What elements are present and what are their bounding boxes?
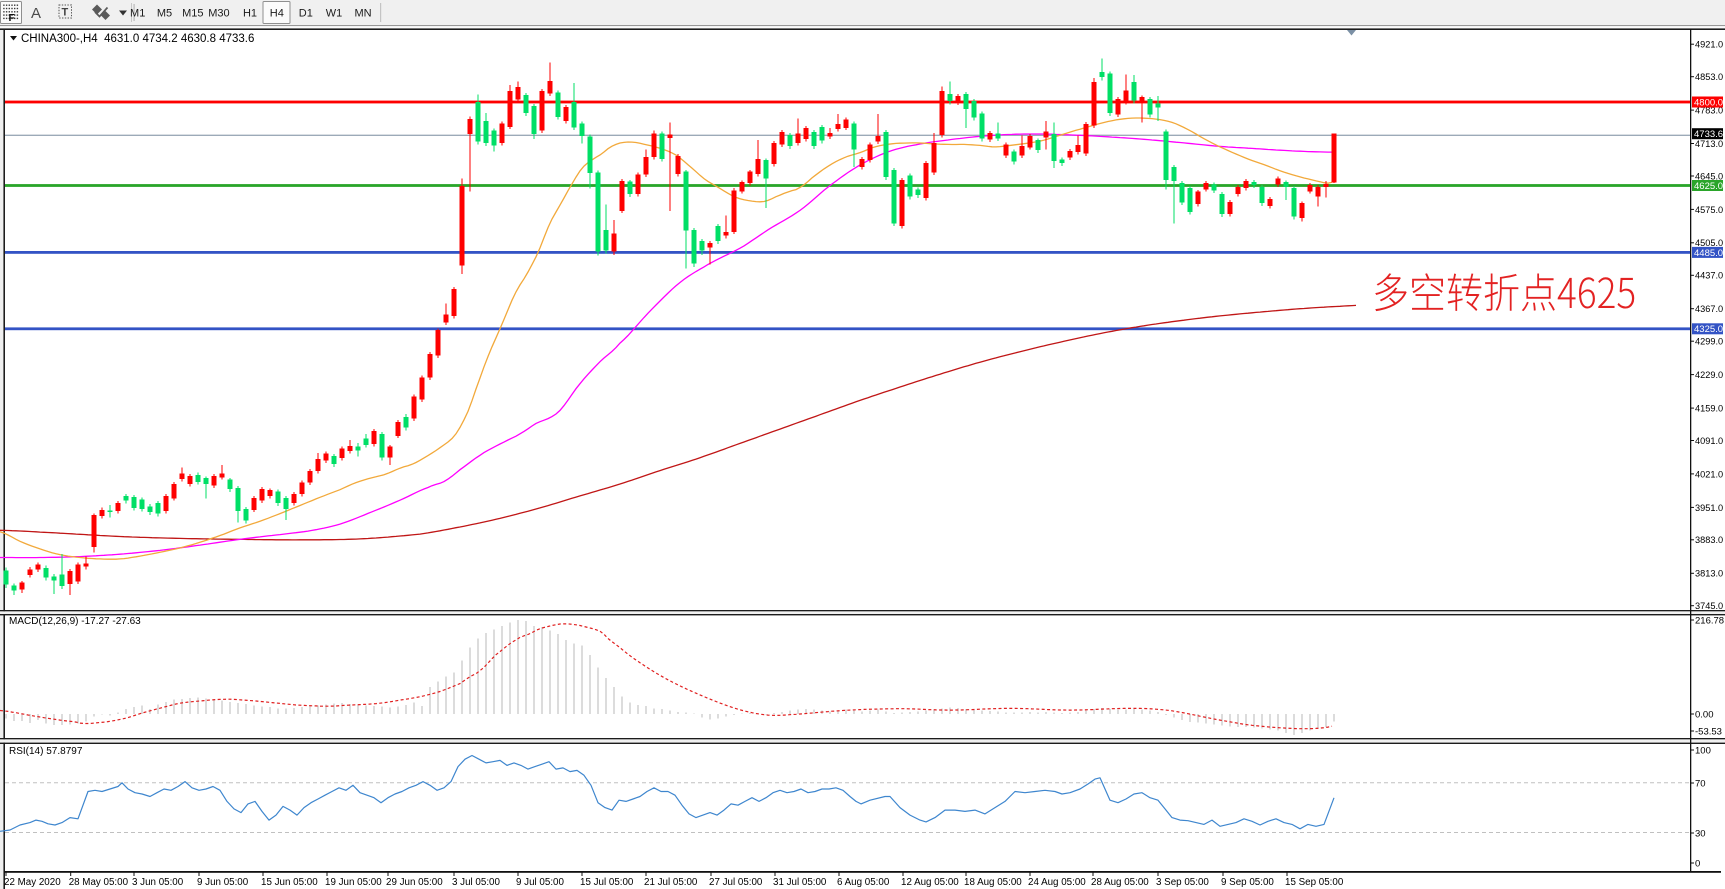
svg-text:4325.0: 4325.0 <box>1694 324 1723 335</box>
svg-text:3745.0: 3745.0 <box>1695 601 1723 611</box>
svg-text:15 Jun 05:00: 15 Jun 05:00 <box>261 877 318 888</box>
svg-text:H1: H1 <box>243 8 257 20</box>
svg-text:100: 100 <box>1695 745 1711 756</box>
svg-text:-53.53: -53.53 <box>1695 726 1722 737</box>
svg-text:18 Aug 05:00: 18 Aug 05:00 <box>964 877 1022 888</box>
svg-text:4505.0: 4505.0 <box>1695 238 1723 248</box>
svg-text:3951.0: 3951.0 <box>1695 503 1723 513</box>
svg-text:28 May 05:00: 28 May 05:00 <box>69 877 129 888</box>
svg-text:4733.6: 4733.6 <box>1694 129 1723 140</box>
svg-text:22 May 2020: 22 May 2020 <box>4 877 61 888</box>
svg-text:30: 30 <box>1695 828 1706 839</box>
svg-text:4853.0: 4853.0 <box>1695 72 1723 82</box>
svg-text:A: A <box>31 5 41 22</box>
svg-text:4645.0: 4645.0 <box>1695 171 1723 181</box>
svg-text:31 Jul 05:00: 31 Jul 05:00 <box>773 877 827 888</box>
svg-text:4367.0: 4367.0 <box>1695 304 1723 314</box>
svg-text:4800.0: 4800.0 <box>1694 97 1723 108</box>
svg-text:216.78: 216.78 <box>1695 615 1724 626</box>
svg-text:4625.0: 4625.0 <box>1694 181 1723 192</box>
svg-text:24 Aug 05:00: 24 Aug 05:00 <box>1028 877 1086 888</box>
svg-text:W1: W1 <box>326 8 343 20</box>
svg-text:4299.0: 4299.0 <box>1695 337 1723 347</box>
svg-text:19 Jun 05:00: 19 Jun 05:00 <box>325 877 382 888</box>
svg-text:3 Jul 05:00: 3 Jul 05:00 <box>452 877 500 888</box>
svg-text:3813.0: 3813.0 <box>1695 569 1723 579</box>
svg-text:4921.0: 4921.0 <box>1695 40 1723 50</box>
svg-text:4091.0: 4091.0 <box>1695 436 1723 446</box>
svg-text:15 Sep 05:00: 15 Sep 05:00 <box>1285 877 1344 888</box>
svg-text:6 Aug 05:00: 6 Aug 05:00 <box>837 877 890 888</box>
svg-text:F: F <box>9 12 16 24</box>
svg-text:3883.0: 3883.0 <box>1695 535 1723 545</box>
svg-text:4021.0: 4021.0 <box>1695 469 1723 479</box>
svg-text:T: T <box>62 7 69 19</box>
svg-text:9 Jul 05:00: 9 Jul 05:00 <box>516 877 564 888</box>
svg-text:M1: M1 <box>130 8 145 20</box>
svg-text:RSI(14) 57.8797: RSI(14) 57.8797 <box>9 746 83 757</box>
svg-text:4485.0: 4485.0 <box>1694 248 1723 259</box>
svg-text:D1: D1 <box>299 8 313 20</box>
svg-text:H4: H4 <box>270 8 284 20</box>
svg-text:70: 70 <box>1695 778 1706 789</box>
svg-text:M5: M5 <box>157 8 172 20</box>
svg-text:CHINA300-,H4 4631.0 4734.2 46: CHINA300-,H4 4631.0 4734.2 4630.8 4733.6 <box>21 33 254 45</box>
svg-text:M30: M30 <box>208 8 229 20</box>
svg-text:28 Aug 05:00: 28 Aug 05:00 <box>1091 877 1149 888</box>
svg-text:0: 0 <box>1695 858 1700 869</box>
svg-text:4713.0: 4713.0 <box>1695 139 1723 149</box>
svg-text:4159.0: 4159.0 <box>1695 404 1723 414</box>
svg-text:MACD(12,26,9) -17.27 -27.63: MACD(12,26,9) -17.27 -27.63 <box>9 616 141 627</box>
svg-text:29 Jun 05:00: 29 Jun 05:00 <box>386 877 443 888</box>
svg-text:21 Jul 05:00: 21 Jul 05:00 <box>644 877 698 888</box>
svg-text:3 Sep 05:00: 3 Sep 05:00 <box>1156 877 1209 888</box>
svg-text:15 Jul 05:00: 15 Jul 05:00 <box>580 877 634 888</box>
svg-text:12 Aug 05:00: 12 Aug 05:00 <box>901 877 959 888</box>
svg-text:M15: M15 <box>182 8 203 20</box>
svg-text:4437.0: 4437.0 <box>1695 271 1723 281</box>
svg-text:3 Jun 05:00: 3 Jun 05:00 <box>132 877 184 888</box>
svg-text:4575.0: 4575.0 <box>1695 205 1723 215</box>
svg-text:4783.0: 4783.0 <box>1695 106 1723 116</box>
svg-text:4229.0: 4229.0 <box>1695 370 1723 380</box>
svg-text:9 Sep 05:00: 9 Sep 05:00 <box>1221 877 1274 888</box>
svg-text:MN: MN <box>354 8 371 20</box>
svg-text:27 Jul 05:00: 27 Jul 05:00 <box>709 877 763 888</box>
svg-text:0.00: 0.00 <box>1695 709 1714 720</box>
svg-text:9 Jun 05:00: 9 Jun 05:00 <box>197 877 249 888</box>
